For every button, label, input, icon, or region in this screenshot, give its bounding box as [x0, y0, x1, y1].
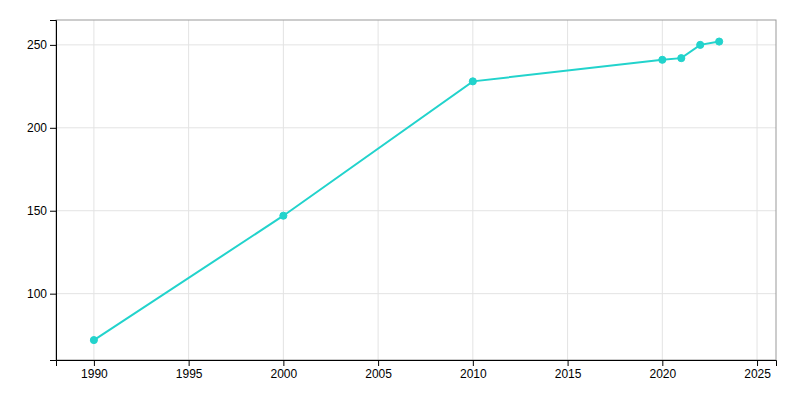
x-axis-tick: 2020 — [649, 360, 676, 381]
grid-line-x — [472, 20, 473, 360]
x-axis-tick-mark — [94, 360, 95, 366]
y-axis-tick-mark — [50, 294, 56, 295]
x-axis-tick-mark — [189, 360, 190, 366]
y-axis-tick: 250 — [27, 38, 56, 52]
y-axis-tick: 150 — [27, 204, 56, 218]
x-axis-tick-label: 1995 — [176, 367, 203, 381]
point — [659, 56, 666, 63]
x-axis-tick-label: 2025 — [744, 367, 771, 381]
x-axis-tick-mark — [473, 360, 474, 366]
point — [678, 55, 685, 62]
grid-line-y — [56, 210, 776, 211]
grid-line-y — [56, 127, 776, 128]
x-axis-tick: 2005 — [365, 360, 392, 381]
grid — [56, 20, 776, 360]
x-axis-tick-label: 2000 — [271, 367, 298, 381]
x-axis-tick-mark — [568, 360, 569, 366]
y-axis-tick-mark — [50, 211, 56, 212]
x-axis-tick-mark — [283, 360, 284, 366]
x-axis: 1990 1995 2000 2005 2010 2015 2020 2025 — [57, 360, 777, 381]
x-axis-tick-mark — [662, 360, 663, 366]
y-axis-tick-label: 150 — [27, 204, 47, 218]
point — [716, 38, 723, 45]
x-axis-tick-mark — [378, 360, 379, 366]
y-axis-tick-label: 250 — [27, 38, 47, 52]
y-axis: 100 150 200 250 — [27, 21, 57, 361]
plot-frame — [56, 20, 776, 360]
x-axis-tick: 1995 — [176, 360, 203, 381]
y-axis-tick: 200 — [27, 121, 56, 135]
grid-line-x — [188, 20, 189, 360]
chart-svg: 1990 1995 2000 2005 2010 2015 2020 2025 100 150 20… — [0, 0, 800, 400]
x-axis-tick-label: 2010 — [460, 367, 487, 381]
y-axis-tick-mark — [50, 45, 56, 46]
grid-line-x — [93, 20, 94, 360]
x-axis-tick-label: 1990 — [81, 367, 108, 381]
point — [280, 212, 287, 219]
x-axis-line — [57, 361, 777, 367]
x-axis-tick: 2010 — [460, 360, 487, 381]
grid-line-x — [378, 20, 379, 360]
x-axis-tick: 2000 — [271, 360, 298, 381]
x-axis-tick: 2025 — [744, 360, 771, 381]
chart-container: 1990 1995 2000 2005 2010 2015 2020 2025 100 150 20… — [0, 0, 800, 400]
data-marks — [90, 38, 722, 344]
grid-line-x — [662, 20, 663, 360]
grid-line-x — [757, 20, 758, 360]
y-axis-tick-label: 100 — [27, 287, 47, 301]
grid-line-x — [283, 20, 284, 360]
y-axis-tick-label: 200 — [27, 121, 47, 135]
grid-line-y — [56, 44, 776, 45]
plot-root: 1990 1995 2000 2005 2010 2015 2020 2025 100 150 20… — [27, 20, 777, 381]
x-axis-tick: 2015 — [555, 360, 582, 381]
x-axis-tick-label: 2015 — [555, 367, 582, 381]
x-axis-tick-label: 2005 — [365, 367, 392, 381]
y-axis-tick-mark — [50, 128, 56, 129]
point — [90, 337, 97, 344]
line — [94, 42, 719, 341]
y-axis-tick: 100 — [27, 287, 56, 301]
x-axis-tick-mark — [757, 360, 758, 366]
point — [697, 41, 704, 48]
point — [469, 78, 476, 85]
x-axis-tick: 1990 — [81, 360, 108, 381]
x-axis-tick-label: 2020 — [649, 367, 676, 381]
y-axis-line — [50, 21, 57, 361]
